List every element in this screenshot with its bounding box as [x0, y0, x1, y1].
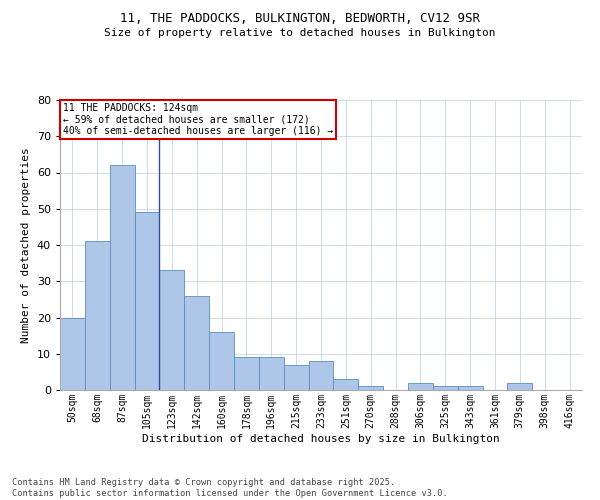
Bar: [308, 361, 334, 390]
Bar: [184, 296, 209, 390]
Text: 11 THE PADDOCKS: 124sqm
← 59% of detached houses are smaller (172)
40% of semi-d: 11 THE PADDOCKS: 124sqm ← 59% of detache…: [62, 103, 333, 136]
Text: Contains HM Land Registry data © Crown copyright and database right 2025.
Contai: Contains HM Land Registry data © Crown c…: [12, 478, 448, 498]
Bar: [358, 386, 383, 390]
X-axis label: Distribution of detached houses by size in Bulkington: Distribution of detached houses by size …: [142, 434, 500, 444]
Bar: [134, 212, 160, 390]
Bar: [209, 332, 234, 390]
Bar: [334, 379, 358, 390]
Bar: [110, 165, 134, 390]
Bar: [259, 358, 284, 390]
Bar: [284, 364, 308, 390]
Bar: [85, 242, 110, 390]
Text: 11, THE PADDOCKS, BULKINGTON, BEDWORTH, CV12 9SR: 11, THE PADDOCKS, BULKINGTON, BEDWORTH, …: [120, 12, 480, 26]
Bar: [60, 318, 85, 390]
Bar: [160, 270, 184, 390]
Bar: [234, 358, 259, 390]
Bar: [408, 383, 433, 390]
Y-axis label: Number of detached properties: Number of detached properties: [21, 147, 31, 343]
Bar: [433, 386, 458, 390]
Bar: [508, 383, 532, 390]
Text: Size of property relative to detached houses in Bulkington: Size of property relative to detached ho…: [104, 28, 496, 38]
Bar: [458, 386, 482, 390]
